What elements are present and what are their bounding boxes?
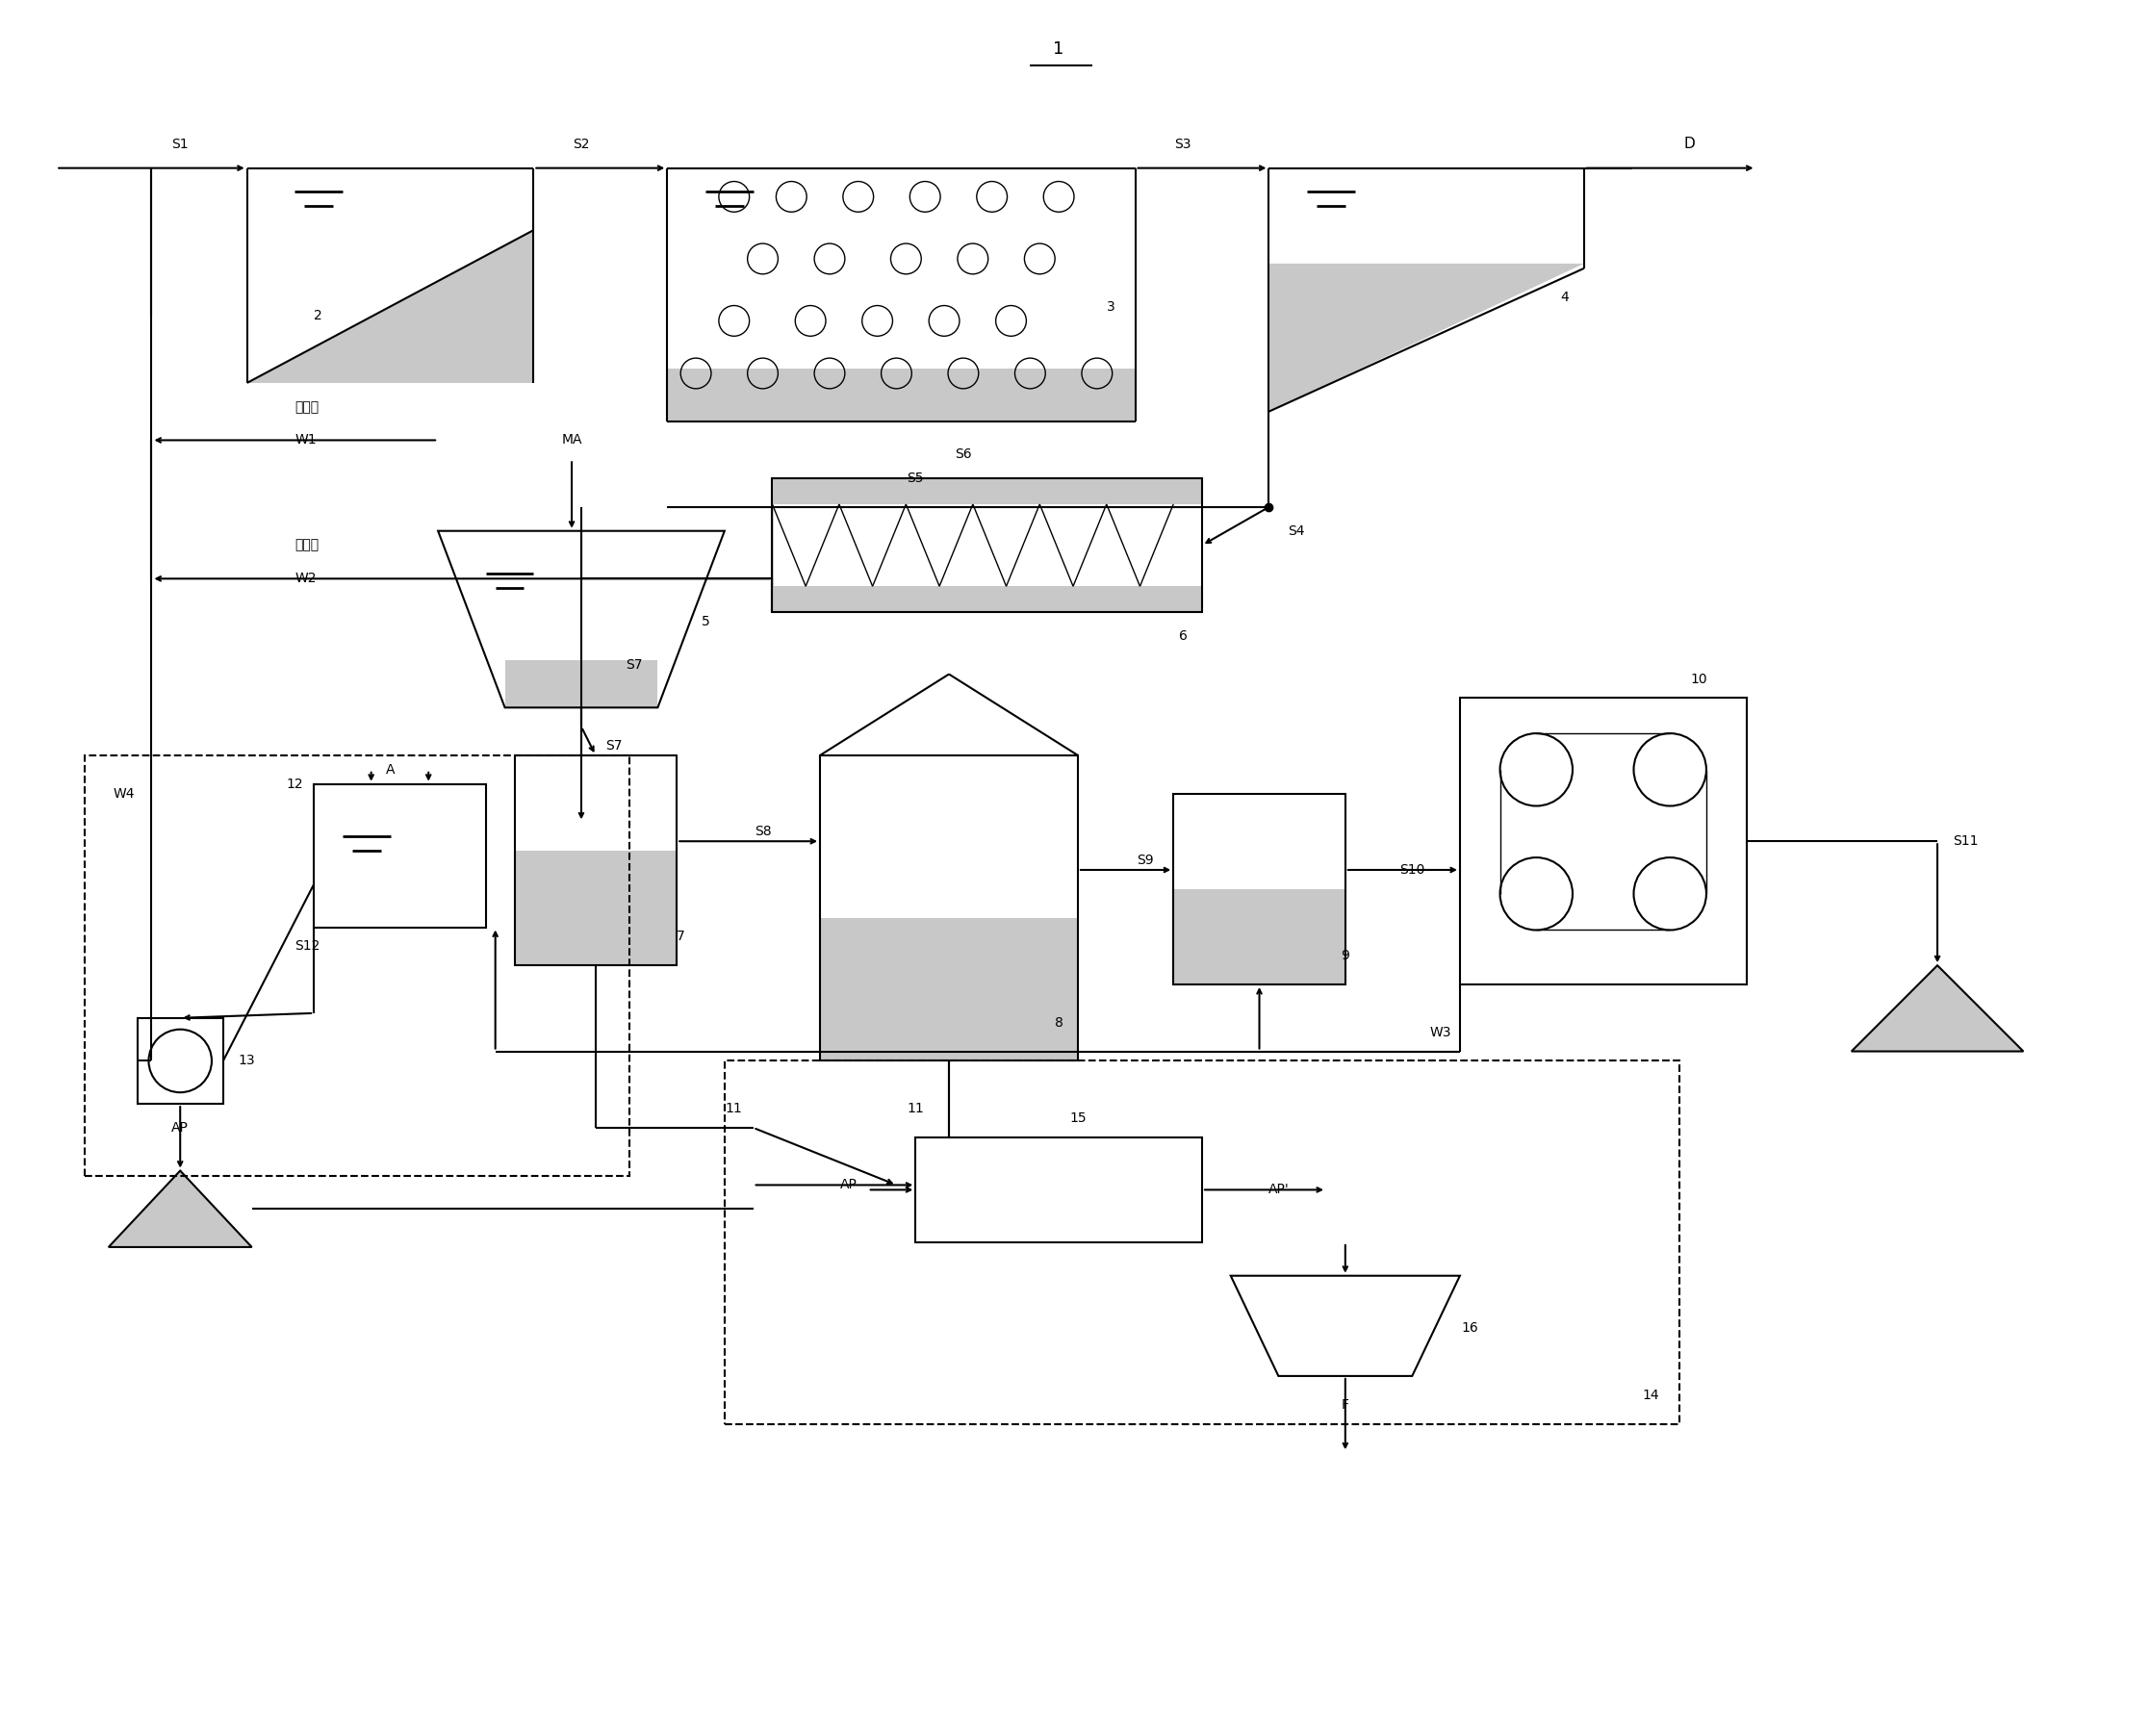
Polygon shape — [505, 660, 658, 708]
Text: 11: 11 — [908, 1102, 925, 1115]
Text: 13: 13 — [239, 1054, 256, 1068]
Text: W4: W4 — [114, 786, 136, 800]
Polygon shape — [1174, 889, 1344, 984]
Text: 2: 2 — [314, 309, 323, 323]
Bar — [820, 755, 1078, 1061]
Bar — [1174, 793, 1344, 984]
Text: 10: 10 — [1691, 672, 1708, 686]
Polygon shape — [772, 587, 1202, 613]
Bar — [84, 755, 628, 1175]
Text: W2: W2 — [295, 571, 316, 585]
Text: 回流水: 回流水 — [295, 399, 318, 413]
Text: S1: S1 — [172, 137, 189, 151]
Text: W3: W3 — [1430, 1026, 1452, 1038]
Text: W1: W1 — [295, 434, 316, 446]
Bar — [138, 1017, 224, 1104]
Text: MA: MA — [561, 434, 583, 446]
Bar — [314, 785, 486, 927]
Text: S10: S10 — [1400, 863, 1424, 877]
Text: 7: 7 — [678, 930, 686, 943]
Polygon shape — [667, 368, 1136, 422]
Polygon shape — [772, 479, 1202, 503]
Text: 回流水: 回流水 — [295, 538, 318, 552]
Polygon shape — [820, 918, 1078, 1061]
Text: S11: S11 — [1953, 835, 1979, 847]
Text: S4: S4 — [1288, 524, 1306, 538]
Text: S12: S12 — [295, 939, 320, 953]
Text: 3: 3 — [1106, 300, 1114, 312]
Bar — [514, 755, 678, 965]
Text: S3: S3 — [1174, 137, 1192, 151]
Text: 9: 9 — [1340, 950, 1349, 962]
Text: S8: S8 — [755, 825, 772, 838]
Text: S7: S7 — [604, 740, 622, 752]
Text: S5: S5 — [908, 472, 925, 484]
Text: AP: AP — [172, 1121, 189, 1134]
Polygon shape — [514, 851, 678, 965]
Text: 14: 14 — [1643, 1389, 1658, 1403]
Text: 6: 6 — [1179, 628, 1187, 642]
Text: 1: 1 — [1054, 40, 1065, 57]
Bar — [916, 1137, 1202, 1243]
Text: S2: S2 — [572, 137, 589, 151]
Text: S9: S9 — [1136, 854, 1153, 866]
Text: 11: 11 — [725, 1102, 742, 1115]
Text: 12: 12 — [286, 778, 303, 790]
Text: S6: S6 — [955, 448, 972, 462]
Bar — [725, 1061, 1680, 1424]
Text: 15: 15 — [1069, 1111, 1086, 1125]
Text: S7: S7 — [626, 658, 643, 672]
Text: 4: 4 — [1562, 290, 1568, 304]
Text: AP: AP — [841, 1179, 858, 1191]
Text: 16: 16 — [1461, 1321, 1478, 1335]
Text: D: D — [1684, 137, 1695, 151]
Text: F: F — [1342, 1397, 1349, 1411]
Polygon shape — [1269, 264, 1583, 411]
Text: 5: 5 — [701, 615, 710, 628]
Bar — [1461, 698, 1747, 984]
Polygon shape — [108, 1170, 252, 1246]
Polygon shape — [247, 231, 533, 384]
Polygon shape — [1852, 965, 2024, 1052]
Bar — [772, 479, 1202, 613]
Text: 8: 8 — [1054, 1016, 1063, 1029]
Text: AP': AP' — [1267, 1182, 1288, 1196]
Text: A: A — [385, 762, 396, 776]
